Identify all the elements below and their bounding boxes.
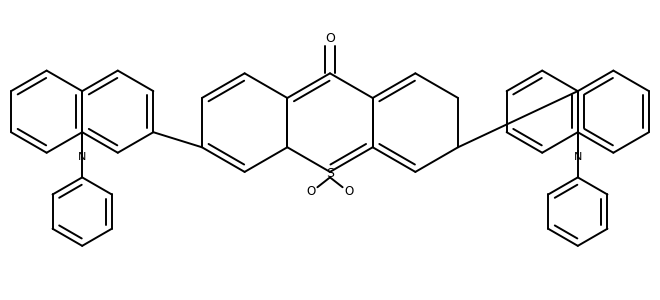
Text: S: S xyxy=(326,167,334,181)
Text: O: O xyxy=(325,32,335,45)
Text: N: N xyxy=(574,152,582,162)
Text: O: O xyxy=(306,185,315,198)
Text: O: O xyxy=(345,185,354,198)
Text: N: N xyxy=(78,152,86,162)
